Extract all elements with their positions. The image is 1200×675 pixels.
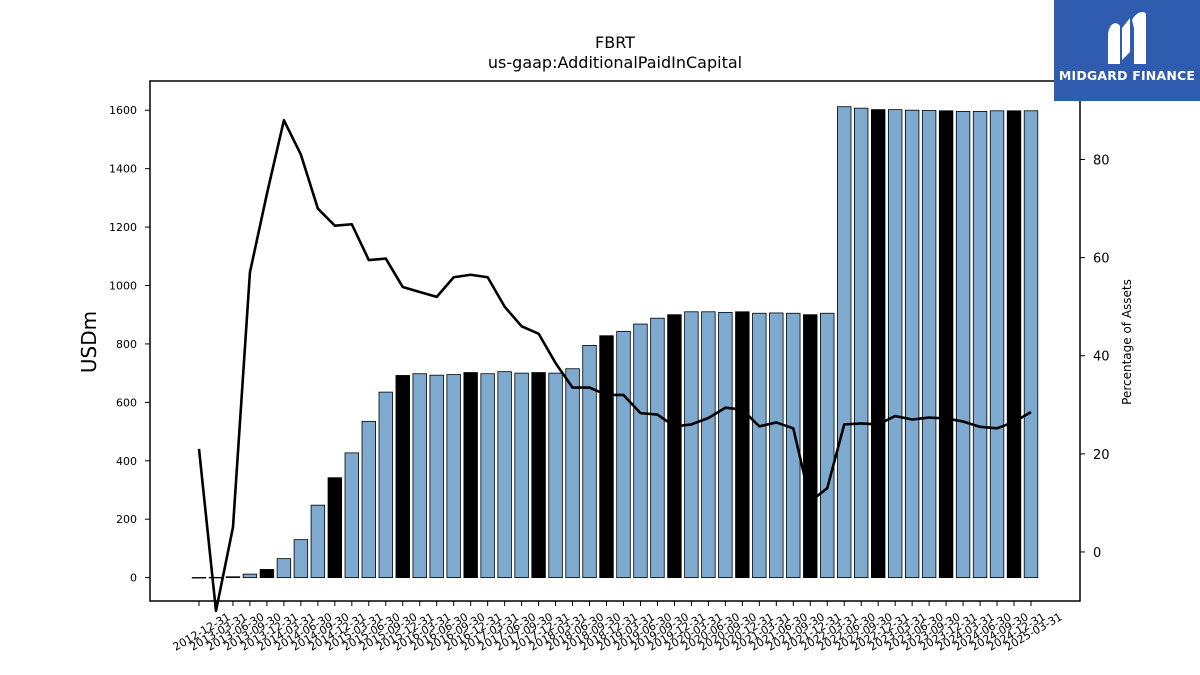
bar-2013-12-31 — [259, 569, 275, 579]
bar-2019-12-31 — [667, 314, 682, 579]
bar-2024-12-31 — [1006, 110, 1022, 579]
bar-2024-03-31 — [955, 110, 971, 579]
bar-2023-12-31 — [938, 110, 954, 579]
bar-2018-03-31 — [548, 372, 563, 579]
bar-2017-09-30 — [514, 372, 529, 579]
y-tick-label: 600 — [116, 396, 137, 409]
bar-2015-03-31 — [344, 452, 359, 579]
bar-2022-09-30 — [854, 107, 869, 579]
bar-2022-03-31 — [820, 312, 835, 579]
bar-2020-06-30 — [701, 311, 716, 579]
y-tick-label: 400 — [116, 455, 137, 468]
bar-2013-06-30 — [225, 576, 241, 579]
chart-subtitle: us-gaap:AdditionalPaidInCapital — [488, 53, 742, 72]
bar-2020-09-30 — [718, 311, 733, 579]
bar-2013-09-30 — [242, 573, 258, 579]
bar-2014-03-31 — [276, 558, 292, 579]
bar-2015-06-30 — [361, 420, 376, 579]
logo-mark-icon — [1108, 12, 1146, 64]
pct-assets-line — [197, 118, 1032, 613]
y2-tick-label: 60 — [1093, 252, 1110, 267]
bar-2021-03-31 — [752, 312, 767, 579]
bar-2017-12-31 — [531, 372, 546, 579]
midgard-finance-logo: MIDGARD FINANCE — [1054, 0, 1200, 101]
bar-2023-09-30 — [921, 110, 937, 579]
bar-2025-03-31 — [1023, 110, 1039, 579]
bar-2017-03-31 — [480, 373, 495, 579]
bar-2019-03-31 — [616, 330, 631, 579]
y2-tick-label: 20 — [1093, 448, 1110, 463]
bar-2021-09-30 — [786, 312, 801, 579]
bar-2021-12-31 — [803, 314, 818, 579]
bar-series — [191, 106, 1039, 579]
logo-text: MIDGARD FINANCE — [1058, 68, 1196, 83]
axes: 0200400600800100012001400160002040608020… — [109, 80, 1110, 654]
bar-2021-06-30 — [769, 312, 784, 579]
bar-2020-12-31 — [735, 311, 750, 579]
y-tick-label: 1000 — [109, 279, 137, 292]
bar-2022-06-30 — [837, 106, 852, 579]
bar-2024-09-30 — [989, 110, 1005, 579]
y-axis-label: USDm — [77, 311, 101, 373]
bar-2023-06-30 — [904, 109, 920, 579]
chart-title: FBRT — [595, 33, 635, 52]
bar-2018-12-31 — [599, 335, 614, 579]
y2-axis-label: Percentage of Assets — [1120, 279, 1134, 405]
bar-2020-03-31 — [684, 311, 699, 579]
bar-2017-06-30 — [497, 371, 512, 579]
bar-2022-12-31 — [870, 109, 886, 579]
bar-2024-06-30 — [972, 110, 988, 579]
bar-2014-12-31 — [327, 477, 343, 579]
plot-frame — [149, 80, 1081, 602]
bar-2014-09-30 — [310, 504, 326, 579]
y-tick-label: 800 — [116, 338, 137, 351]
y-tick-label: 1600 — [109, 104, 137, 117]
bar-2016-06-30 — [429, 374, 444, 579]
bar-2023-03-31 — [887, 109, 903, 579]
y2-tick-label: 40 — [1093, 350, 1110, 365]
bar-2019-09-30 — [650, 317, 665, 579]
y-tick-label: 200 — [116, 513, 137, 526]
y-tick-label: 0 — [130, 572, 137, 585]
bar-2019-06-30 — [633, 323, 648, 579]
y-tick-label: 1400 — [109, 163, 137, 176]
bar-2016-09-30 — [446, 374, 461, 579]
bar-2018-06-30 — [565, 368, 580, 579]
bar-2012-12-31 — [191, 577, 207, 579]
y2-tick-label: 0 — [1093, 546, 1101, 561]
y2-tick-label: 80 — [1093, 153, 1110, 168]
bar-2015-09-30 — [378, 391, 393, 579]
bar-2018-09-30 — [582, 344, 597, 579]
pct-assets-series — [197, 118, 1032, 613]
y-tick-label: 1200 — [109, 221, 137, 234]
bar-2016-12-31 — [463, 372, 478, 579]
bar-2015-12-31 — [395, 375, 410, 579]
bar-2016-03-31 — [412, 373, 427, 579]
bar-2014-06-30 — [293, 539, 309, 579]
